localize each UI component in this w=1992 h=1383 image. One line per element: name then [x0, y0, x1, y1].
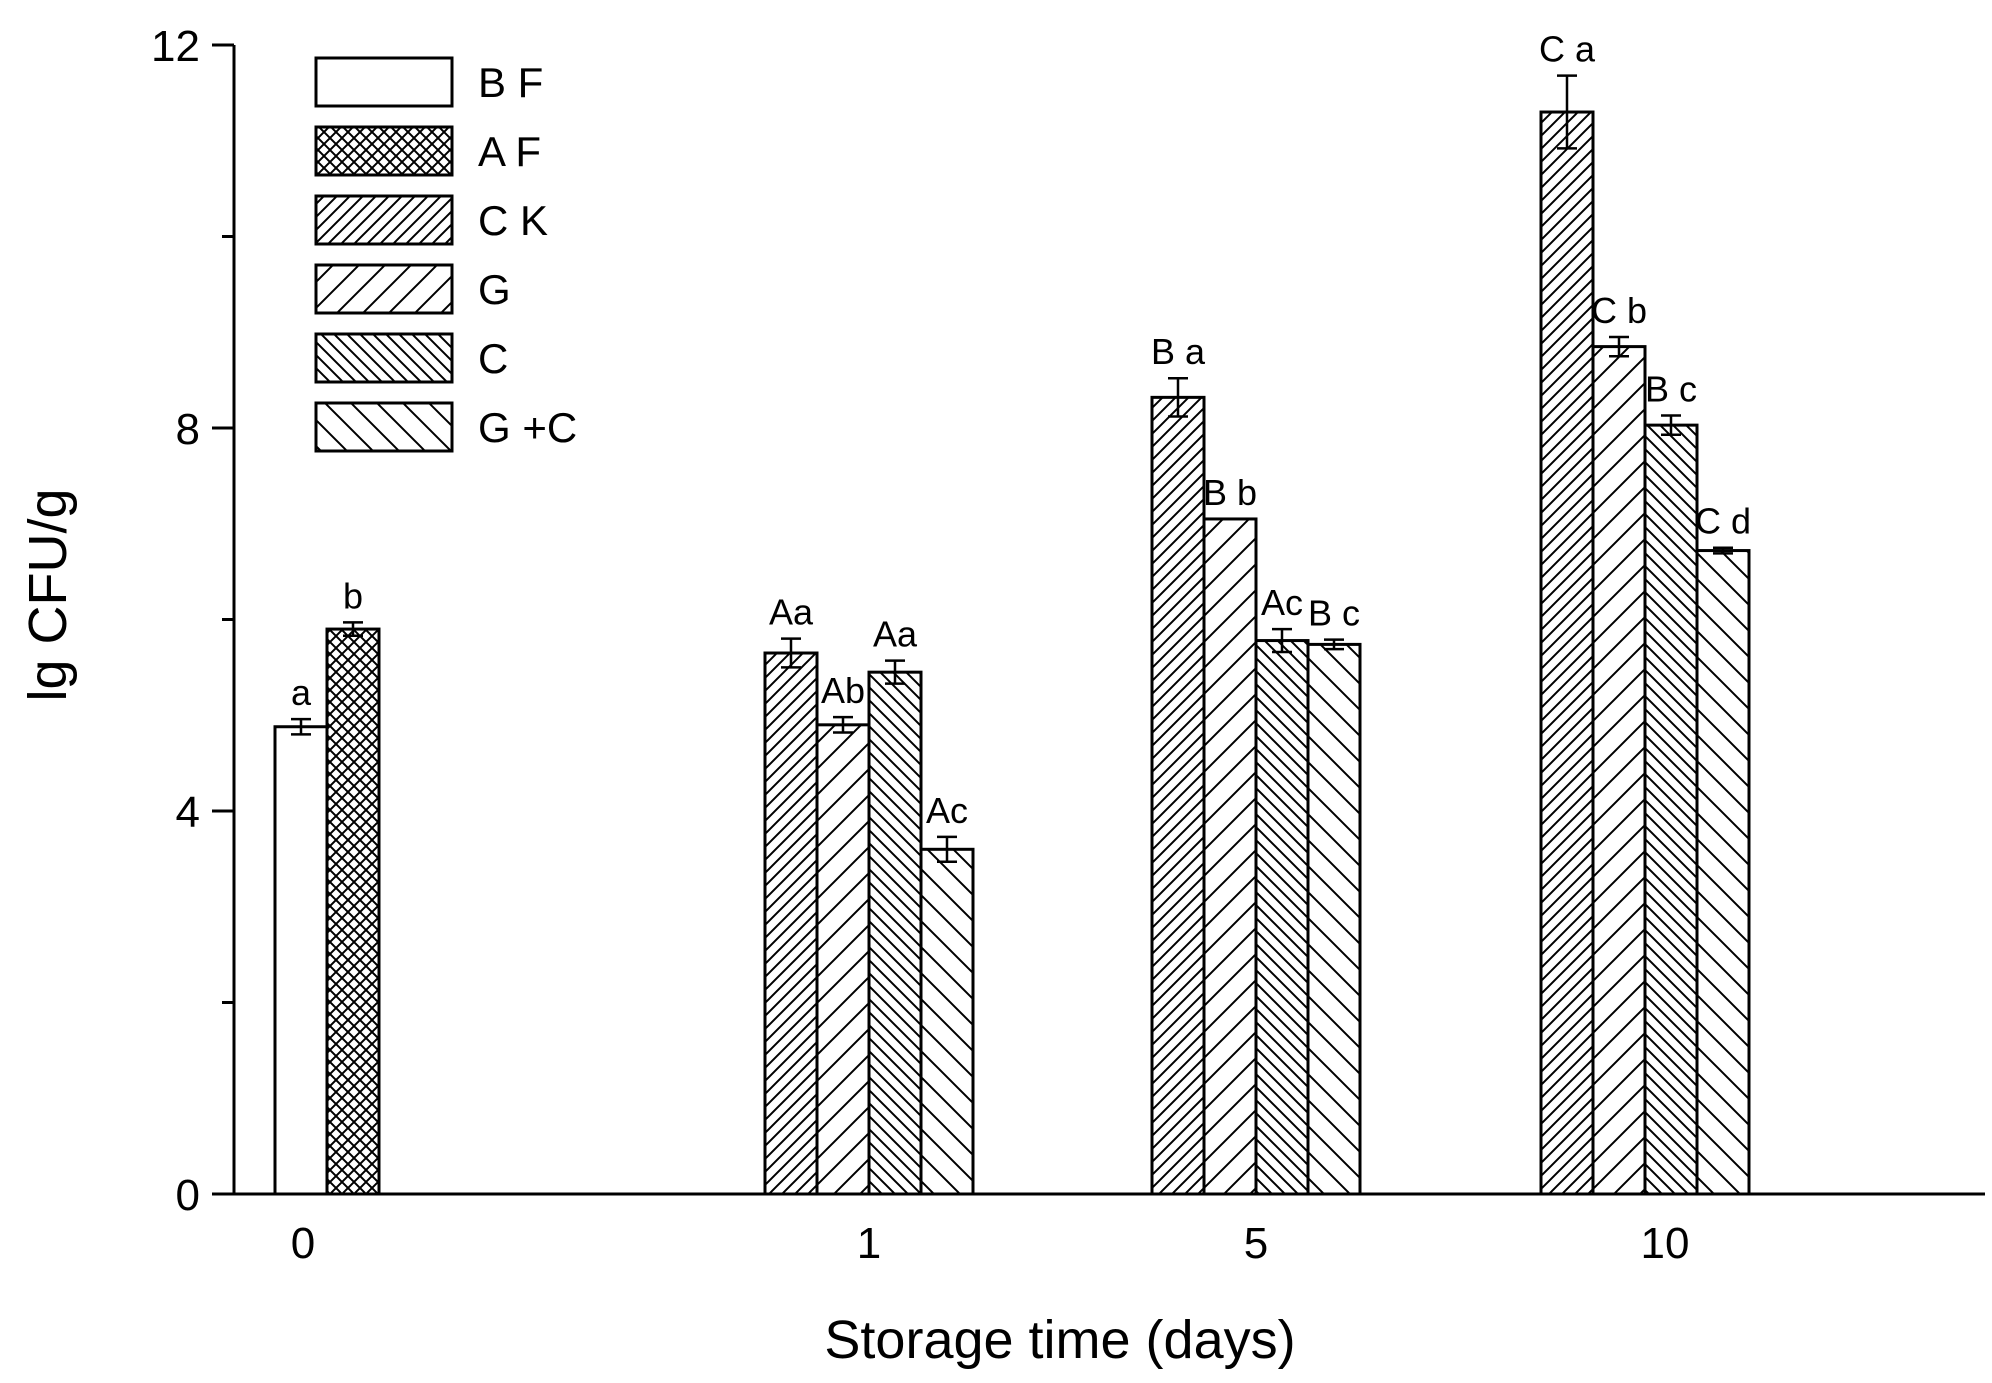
bar-c-day-1 — [867, 670, 923, 1196]
axes-group: 0 4 8 12 0 1 5 10 — [151, 22, 1985, 1268]
x-tick-label: 10 — [1641, 1219, 1690, 1268]
bar-ck-day-5 — [1150, 395, 1206, 1196]
bar-g-day-5 — [1202, 517, 1258, 1196]
error-bar — [1168, 376, 1188, 418]
error-bar — [781, 637, 801, 669]
significance-label: C d — [1695, 501, 1751, 542]
error-bar — [291, 717, 311, 736]
significance-label: b — [343, 575, 363, 616]
bar-gc-day-10 — [1695, 549, 1751, 1196]
x-tick-label: 1 — [857, 1219, 881, 1268]
significance-label: Ac — [926, 790, 968, 831]
significance-label: Ab — [821, 670, 865, 711]
y-tick-label: 8 — [176, 405, 200, 454]
error-bar — [937, 835, 957, 863]
legend-label: C — [478, 335, 508, 382]
y-tick-label: 12 — [151, 22, 200, 71]
significance-label: C a — [1539, 29, 1596, 70]
bar-bf-day-0 — [273, 725, 329, 1196]
significance-label: B a — [1151, 331, 1206, 372]
y-tick-label: 0 — [176, 1171, 200, 1220]
significance-label: C b — [1591, 290, 1647, 331]
x-tick-label: 5 — [1244, 1219, 1268, 1268]
legend-swatch — [314, 194, 454, 246]
error-bar — [343, 621, 363, 638]
bar-gc-day-5 — [1306, 642, 1362, 1196]
error-bar — [1609, 335, 1629, 358]
legend-label: A F — [478, 128, 541, 175]
y-tick-label: 4 — [176, 788, 200, 837]
bar-ck-day-10 — [1539, 110, 1595, 1196]
legend-label: G +C — [478, 404, 577, 451]
bar-g-day-10 — [1591, 345, 1647, 1196]
bar-c-day-10 — [1643, 423, 1699, 1196]
significance-label: B c — [1308, 593, 1360, 634]
significance-label: Ac — [1261, 582, 1303, 623]
significance-label: Aa — [769, 592, 814, 633]
error-bar — [1557, 74, 1577, 150]
bar-gc-day-1 — [919, 847, 975, 1196]
error-bar — [1713, 546, 1733, 555]
significance-label: Aa — [873, 614, 918, 655]
error-bar — [885, 659, 905, 685]
legend-swatch — [314, 332, 454, 384]
bar-g-day-1 — [815, 723, 871, 1196]
bar-af-day-0 — [325, 627, 381, 1196]
error-bar — [1661, 414, 1681, 436]
legend-swatch — [314, 401, 454, 453]
bar-c-day-5 — [1254, 639, 1310, 1196]
legend: B F A F C K GC G +C — [314, 56, 577, 453]
legend-swatch — [314, 56, 454, 108]
legend-swatch — [314, 263, 454, 315]
x-axis-title: Storage time (days) — [824, 1310, 1295, 1370]
error-bar — [1324, 638, 1344, 651]
legend-label: B F — [478, 59, 543, 106]
y-axis-title: lg CFU/g — [18, 488, 78, 701]
significance-label: B b — [1203, 472, 1257, 513]
legend-label: C K — [478, 197, 548, 244]
significance-label: a — [291, 672, 312, 713]
legend-swatch — [314, 125, 454, 177]
error-bar — [833, 715, 853, 734]
significance-label: B c — [1645, 369, 1697, 410]
x-tick-label: 0 — [291, 1219, 315, 1268]
error-bar — [1272, 627, 1292, 654]
legend-label: G — [478, 266, 511, 313]
bar-ck-day-1 — [763, 651, 819, 1196]
